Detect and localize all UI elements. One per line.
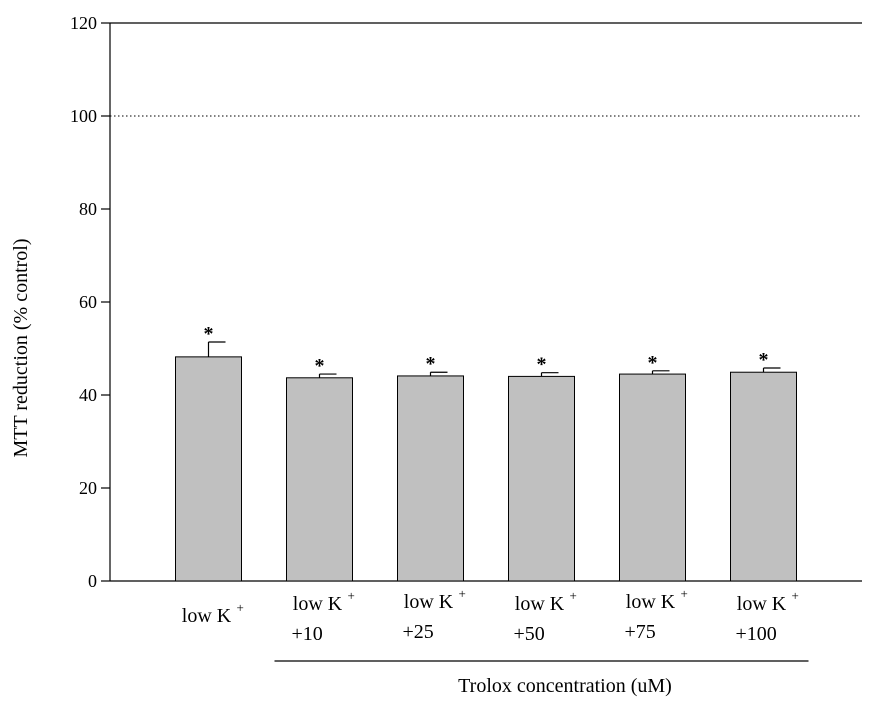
category-label: low K bbox=[404, 591, 454, 613]
category-label-dose: +75 bbox=[625, 621, 656, 643]
bar bbox=[286, 377, 353, 582]
y-tick-label: 100 bbox=[70, 106, 97, 126]
bars bbox=[175, 341, 797, 582]
y-tick-label: 80 bbox=[79, 199, 97, 219]
bar bbox=[397, 375, 464, 582]
category-label-dose: +25 bbox=[403, 621, 434, 643]
category-label-dose: +100 bbox=[736, 623, 777, 645]
x-axis-title: Trolox concentration (uM) bbox=[458, 675, 672, 697]
y-tick-label: 40 bbox=[79, 385, 97, 405]
category-label-superscript: + bbox=[570, 588, 577, 603]
category-label-superscript: + bbox=[792, 588, 799, 603]
y-axis-title: MTT reduction (% control) bbox=[10, 238, 32, 457]
category-label: low K bbox=[293, 593, 343, 615]
significance-star: * bbox=[315, 355, 325, 377]
category-label: low K bbox=[737, 593, 787, 615]
category-label: low K bbox=[626, 591, 676, 613]
bar bbox=[730, 371, 797, 582]
labels: 0 20 40 60 80 100 120 * low K + * low K + +10 * low K + +… bbox=[70, 13, 799, 645]
y-tick-label: 0 bbox=[88, 571, 97, 591]
significance-star: * bbox=[204, 323, 214, 345]
significance-star: * bbox=[537, 354, 547, 376]
category-label-dose: +10 bbox=[292, 623, 323, 645]
bar bbox=[508, 375, 575, 582]
significance-star: * bbox=[648, 352, 658, 374]
category-label-superscript: + bbox=[459, 586, 466, 601]
bar bbox=[619, 373, 686, 582]
y-tick-label: 20 bbox=[79, 478, 97, 498]
bar bbox=[175, 356, 242, 582]
y-tick-label: 60 bbox=[79, 292, 97, 312]
category-label-superscript: + bbox=[237, 600, 244, 615]
significance-star: * bbox=[759, 349, 769, 371]
category-label-dose: +50 bbox=[514, 623, 545, 645]
category-label-superscript: + bbox=[681, 586, 688, 601]
y-tick-label: 120 bbox=[70, 13, 97, 33]
category-label: low K bbox=[182, 605, 232, 627]
significance-star: * bbox=[426, 353, 436, 375]
category-label: low K bbox=[515, 593, 565, 615]
category-label-superscript: + bbox=[348, 588, 355, 603]
